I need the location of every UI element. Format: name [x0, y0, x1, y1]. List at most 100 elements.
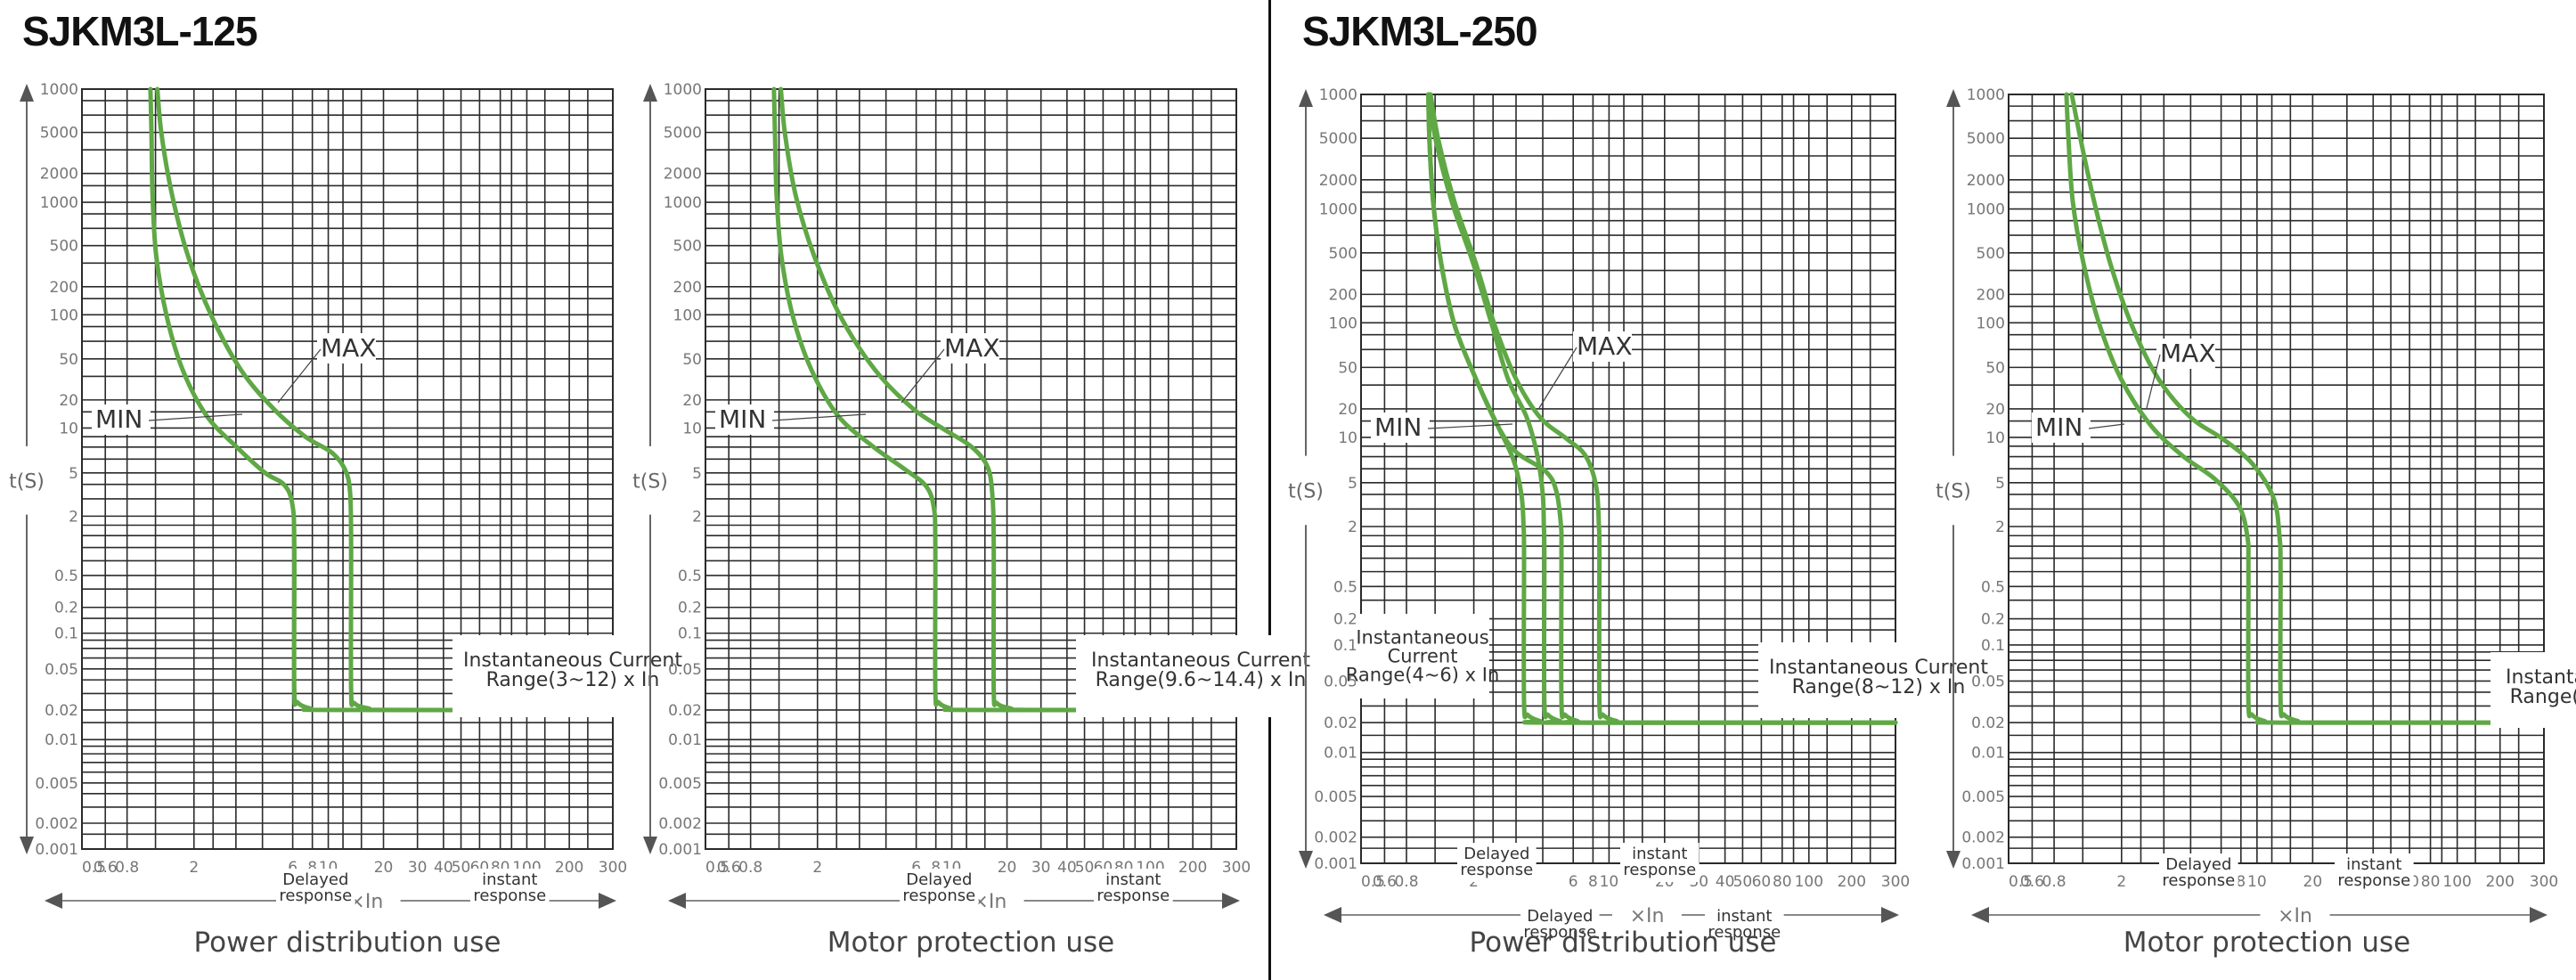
x-axis-label: ×In [1630, 905, 1665, 927]
x-tick-label: 30 [408, 859, 428, 877]
x-tick-label: 2 [2116, 873, 2126, 891]
section-title-250: SJKM3L-250 [1302, 8, 1538, 54]
x-tick-label: 40 [1716, 873, 1735, 891]
y-axis-arrow-icon [643, 84, 657, 854]
y-tick-label: 0.05 [1971, 673, 2005, 690]
delayed-response-label: Delayed [2165, 855, 2231, 874]
y-tick-label: 0.001 [1314, 855, 1357, 873]
delayed-response-label: Delayed [282, 870, 348, 889]
delayed-response-label-2: Delayed [1527, 907, 1593, 926]
y-tick-label: 20 [1985, 401, 2005, 419]
x-tick-label: 2 [189, 859, 199, 877]
y-tick-label: 0.02 [1971, 715, 2005, 732]
trip-curve-max [779, 86, 1239, 713]
x-tick-label: 200 [555, 859, 583, 877]
instant-response-label: response [2337, 871, 2410, 890]
y-tick-label: 0.02 [668, 702, 702, 720]
max-label: MAX [2160, 339, 2216, 368]
y-tick-label: 200 [673, 279, 702, 297]
instantaneous-range-label: Range(8~12) x In [1792, 676, 1966, 698]
chart-svg: 1000 5000 2000 1000 500 200 100 50 20 10 5 2 0.5 0.2 0… [1936, 86, 2576, 927]
grid-lines [2008, 94, 2545, 864]
x-tick-label: 8 [1588, 873, 1598, 891]
instantaneous-range-label: Instantaneous Current [463, 649, 682, 672]
y-tick-label: 0.01 [668, 731, 702, 749]
y-tick-label: 5 [1348, 475, 1357, 493]
x-axis-label: ×In [2278, 905, 2312, 927]
y-tick-label: 20 [59, 392, 78, 410]
y-tick-label: 2 [69, 508, 78, 526]
instant-response-label: response [473, 886, 546, 905]
y-tick-label: 0.2 [1333, 611, 1357, 629]
min-label: MIN [2035, 412, 2083, 442]
instant-response-label: instant [2346, 855, 2401, 874]
y-tick-label: 100 [1977, 314, 2005, 332]
y-tick-label: 1000 [664, 81, 702, 99]
trip-curve-min [1426, 92, 1898, 725]
delayed-response-label: response [279, 886, 352, 905]
y-tick-label: 10 [682, 420, 702, 437]
y-tick-label: 200 [1977, 286, 2005, 304]
y-tick-label: 2000 [1319, 172, 1357, 190]
trip-curve-min [148, 86, 615, 713]
chart-panel-250-power: 1000 5000 2000 1000 500 200 100 50 20 10 5 2 0.5 0.2 0… [1272, 68, 1999, 970]
trip-curve-min [771, 86, 1239, 713]
instant-response-label: instant [482, 870, 537, 889]
x-tick-label: 50 [1733, 873, 1753, 891]
y-tick-label: 1000 [40, 194, 78, 212]
x-tick-label: 20 [374, 859, 394, 877]
y-axis-label: t(S) [9, 470, 45, 493]
y-tick-label: 2 [1348, 519, 1357, 536]
grid-lines [81, 88, 614, 850]
y-tick-label: 0.5 [1333, 578, 1357, 596]
y-tick-label: 0.5 [1981, 578, 2005, 596]
y-tick-label: 500 [1977, 245, 2005, 263]
y-tick-label: 0.002 [35, 815, 78, 833]
y-tick-label: 0.1 [1981, 637, 2005, 655]
instant-response-label-2: response [1708, 923, 1781, 942]
y-tick-label: 0.01 [1971, 745, 2005, 763]
x-tick-label: 40 [434, 859, 453, 877]
chart-caption-125-motor: Motor protection use [827, 927, 1115, 959]
chart-svg: 1000 5000 2000 1000 500 200 100 50 20 10 5 2 0.5 0.2 0… [1288, 86, 1999, 944]
chart-svg: 1000 5000 2000 1000 500 200 100 50 20 10 5 2 0.5 0.2 0… [632, 81, 1325, 913]
y-tick-label: 0.01 [45, 731, 78, 749]
x-tick-label: 8 [307, 859, 317, 877]
y-tick-label: 1000 [1319, 86, 1357, 104]
y-tick-label: 5 [69, 465, 78, 483]
x-tick-label: 80 [2421, 873, 2441, 891]
y-tick-label: 10 [59, 420, 78, 437]
x-axis-arrow-icon [1971, 907, 2547, 923]
instantaneous-range-label: Range(9.6~14.4) x In [1096, 669, 1307, 691]
y-tick-label: 0.1 [678, 625, 702, 643]
y-tick-label: 0.05 [668, 661, 702, 679]
x-tick-label: 30 [1031, 859, 1051, 877]
instantaneous-range-label: Instantaneous Current [1091, 649, 1310, 672]
y-tick-label: 0.01 [1324, 745, 1357, 763]
y-tick-label: 1000 [664, 194, 702, 212]
instantaneous-range-label: Range(3~12) x In [486, 669, 660, 691]
instant-response-label: response [1623, 861, 1696, 879]
y-tick-label: 0.001 [35, 841, 78, 859]
y-tick-label: 0.05 [45, 661, 78, 679]
y-axis-label: t(S) [632, 470, 668, 493]
x-tick-label: 300 [1222, 859, 1251, 877]
trip-curves [2064, 92, 2547, 725]
y-tick-label: 0.2 [678, 600, 702, 617]
y-tick-label: 200 [1329, 286, 1357, 304]
x-tick-label: 0.8 [2042, 873, 2067, 891]
y-axis-arrow-icon [1299, 89, 1313, 869]
grid-lines [1360, 94, 1896, 864]
x-tick-label: 2 [812, 859, 822, 877]
y-tick-label: 20 [682, 392, 702, 410]
x-tick-label: 6 [1569, 873, 1578, 891]
y-tick-label: 50 [59, 351, 78, 369]
delayed-response-label: response [1460, 861, 1533, 879]
y-tick-label: 2 [1995, 519, 2005, 536]
x-tick-label: 0.6 [94, 859, 118, 877]
y-tick-label: 0.005 [658, 775, 702, 793]
y-tick-label: 50 [682, 351, 702, 369]
x-tick-label: 10 [2247, 873, 2267, 891]
x-tick-label: 100 [1795, 873, 1823, 891]
y-tick-label: 50 [1985, 359, 2005, 377]
